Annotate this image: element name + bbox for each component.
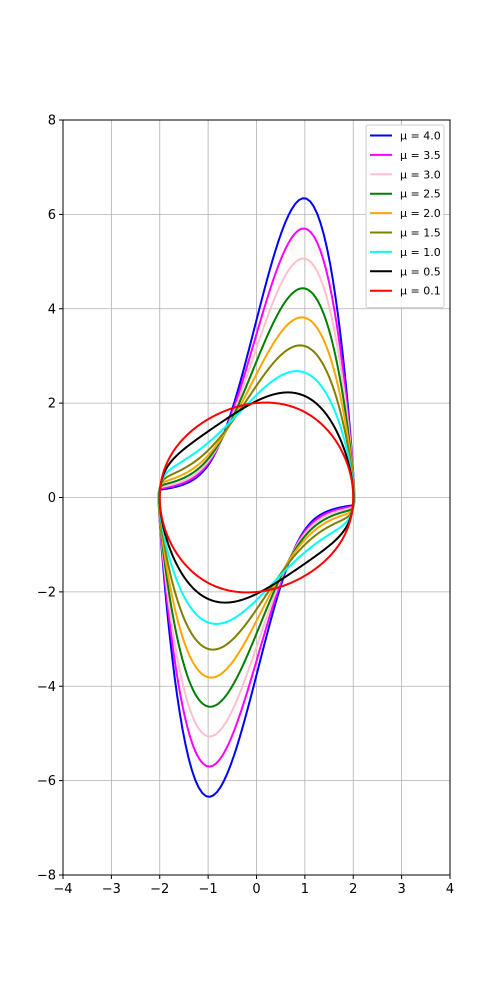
legend-label: μ = 4.0 [400, 130, 441, 143]
legend-label: μ = 3.0 [400, 168, 441, 181]
x-tick-label: −1 [199, 882, 218, 897]
y-tick-label: 0 [48, 491, 56, 506]
legend-label: μ = 3.5 [400, 149, 441, 162]
x-tick-label: −4 [53, 882, 72, 897]
y-tick-label: −2 [37, 585, 56, 600]
x-tick-label: −3 [102, 882, 121, 897]
ticks: −4 −3 −2 −1 0 1 2 3 4 −8 −6 −4 −2 0 2 4 6 8 [37, 114, 454, 898]
legend-label: μ = 1.5 [400, 227, 441, 240]
series-line [158, 401, 355, 594]
legend-label: μ = 2.0 [400, 207, 441, 220]
legend-label: μ = 2.5 [400, 188, 441, 201]
y-tick-label: 4 [48, 302, 56, 317]
y-tick-label: −6 [37, 774, 56, 789]
x-tick-label: 0 [252, 882, 260, 897]
x-tick-label: 2 [349, 882, 357, 897]
x-tick-label: 3 [397, 882, 405, 897]
y-tick-label: 2 [48, 397, 56, 412]
x-tick-label: −2 [150, 882, 169, 897]
legend-box [365, 124, 445, 309]
series-group [157, 197, 356, 798]
legend-label: μ = 0.5 [400, 265, 441, 278]
x-tick-label: 1 [301, 882, 309, 897]
y-tick-label: −4 [37, 680, 56, 695]
legend-label: μ = 0.1 [400, 285, 441, 298]
legend: μ = 4.0 μ = 3.5 μ = 3.0 μ = 2.5 μ = 2.0 μ = 1… [365, 124, 445, 309]
y-tick-label: −8 [37, 869, 56, 884]
y-tick-label: 6 [48, 208, 56, 223]
legend-label: μ = 1.0 [400, 246, 441, 259]
x-tick-label: 4 [446, 882, 454, 897]
y-tick-label: 8 [48, 114, 56, 129]
